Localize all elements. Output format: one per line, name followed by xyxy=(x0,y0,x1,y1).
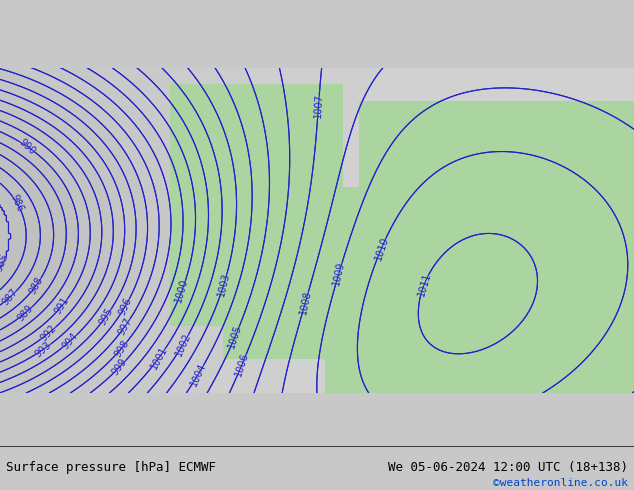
Text: 1002: 1002 xyxy=(174,331,193,357)
Text: 997: 997 xyxy=(116,316,134,337)
Text: 1003: 1003 xyxy=(216,271,231,297)
Text: 1011: 1011 xyxy=(416,271,432,298)
Text: 999: 999 xyxy=(110,357,129,377)
Text: 986: 986 xyxy=(9,193,25,214)
Text: 987: 987 xyxy=(0,287,20,308)
Text: 1000: 1000 xyxy=(174,277,190,304)
Text: 996: 996 xyxy=(117,295,134,317)
Text: ©weatheronline.co.uk: ©weatheronline.co.uk xyxy=(493,478,628,488)
Text: 1006: 1006 xyxy=(233,352,250,378)
Text: 991: 991 xyxy=(53,295,71,317)
Text: 1009: 1009 xyxy=(332,260,346,286)
Text: 994: 994 xyxy=(60,331,80,351)
Text: 989: 989 xyxy=(16,303,36,323)
Text: 1007: 1007 xyxy=(313,93,324,118)
Text: We 05-06-2024 12:00 UTC (18+138): We 05-06-2024 12:00 UTC (18+138) xyxy=(387,462,628,474)
Text: 988: 988 xyxy=(27,275,45,296)
Text: 995: 995 xyxy=(97,306,115,327)
Text: 1004: 1004 xyxy=(188,361,208,388)
Text: 1008: 1008 xyxy=(298,290,313,316)
Text: 992: 992 xyxy=(39,323,58,343)
Text: 1001: 1001 xyxy=(149,344,169,370)
Text: 990: 990 xyxy=(17,137,38,157)
Text: 1005: 1005 xyxy=(227,323,243,350)
Text: 998: 998 xyxy=(112,338,131,359)
Text: 993: 993 xyxy=(33,340,53,359)
Text: 1010: 1010 xyxy=(373,235,390,262)
Text: 985: 985 xyxy=(0,252,10,273)
Text: Surface pressure [hPa] ECMWF: Surface pressure [hPa] ECMWF xyxy=(6,462,216,474)
